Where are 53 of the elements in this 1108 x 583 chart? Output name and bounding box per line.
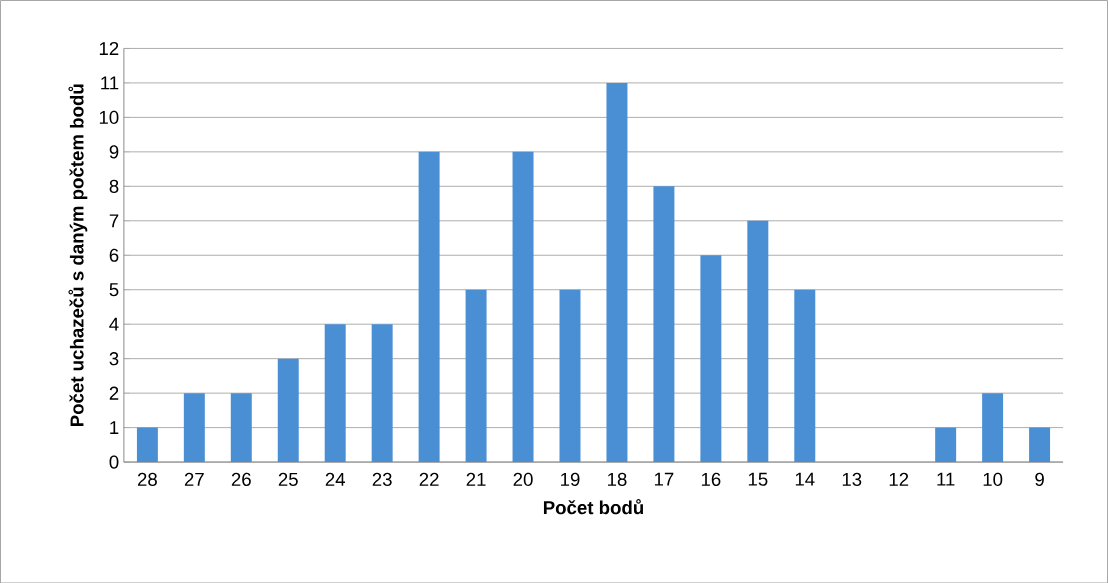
bar	[183, 392, 205, 462]
x-tick-label: 23	[372, 472, 392, 486]
x-tick-label: 24	[325, 472, 346, 486]
y-tick-label: 11	[101, 76, 119, 90]
y-tick-label: 7	[109, 214, 119, 227]
bar	[982, 392, 1004, 462]
bar	[1029, 427, 1051, 462]
y-tick-label: 6	[109, 248, 119, 262]
x-tick-label: 16	[701, 472, 721, 486]
bar	[465, 289, 487, 462]
x-tick-label: 26	[231, 472, 251, 486]
bar	[606, 82, 628, 462]
bar	[747, 220, 769, 462]
x-tick-label: 27	[184, 472, 204, 486]
bar	[418, 151, 440, 462]
y-tick-label: 8	[109, 179, 119, 193]
bar	[277, 358, 299, 462]
bar	[324, 323, 346, 462]
x-tick-label: 9	[1035, 472, 1044, 486]
y-tick-label: 5	[109, 282, 119, 297]
bar	[653, 186, 675, 462]
x-tick-label: 18	[608, 472, 627, 486]
x-tick-label: 21	[466, 472, 486, 486]
x-tick-label: 12	[889, 472, 909, 486]
bar	[794, 289, 816, 462]
bar	[230, 392, 252, 462]
bar	[935, 427, 957, 462]
x-tick-label: 17	[654, 472, 674, 486]
x-tick-label: 13	[842, 472, 862, 486]
y-tick-label: 1	[110, 420, 119, 434]
y-tick-label: 0	[109, 455, 119, 469]
x-axis-title: Počet bodů	[543, 498, 644, 515]
bar	[512, 151, 534, 462]
x-tick-label: 15	[748, 472, 768, 486]
bar	[559, 289, 581, 462]
bar	[700, 255, 722, 462]
x-tick-label: 10	[983, 472, 1003, 486]
y-tick-label: 3	[109, 351, 119, 366]
x-tick-label: 25	[278, 472, 298, 486]
x-tick-label: 22	[419, 472, 439, 486]
y-tick-label: 10	[99, 110, 119, 124]
y-tick-label: 9	[109, 145, 119, 159]
x-tick-label: 19	[561, 472, 580, 486]
y-tick-label: 2	[109, 386, 119, 400]
x-tick-label: 14	[795, 472, 815, 486]
x-tick-label: 28	[137, 472, 157, 486]
y-axis-title: Počet uchazečů s daným počtem bodů	[68, 84, 88, 426]
x-tick-label: 11	[937, 472, 955, 486]
y-tick-label: 4	[109, 317, 119, 331]
x-tick-label: 20	[513, 472, 533, 486]
bar	[371, 323, 393, 462]
y-tick-label: 12	[99, 41, 119, 55]
bar	[136, 427, 158, 462]
